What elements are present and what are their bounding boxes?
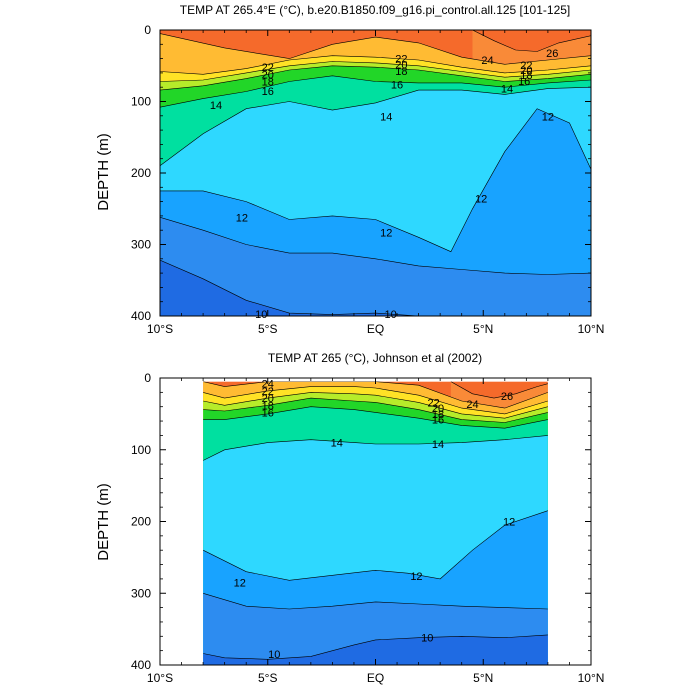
contour-fills xyxy=(203,381,548,665)
x-tick-label: 10°N xyxy=(578,322,605,336)
contour-label: 12 xyxy=(410,571,422,583)
isotherm-16 xyxy=(160,75,591,108)
x-tick-label: EQ xyxy=(367,322,384,336)
contour-label: 20 xyxy=(262,69,274,81)
axes: 10°S 5°S EQ 5°N 10°N 0 100 200 300 400 xyxy=(131,371,604,685)
panel-observations: TEMP AT 265 (°C), Johnson et al (2002) 2… xyxy=(95,351,604,685)
isotherm-18 xyxy=(203,397,548,423)
contour-label: 22 xyxy=(520,60,532,72)
isotherm-26 xyxy=(472,30,591,52)
y-tick-label: 200 xyxy=(131,166,151,180)
contour-label: 10 xyxy=(421,633,433,645)
x-tick-label: 5°S xyxy=(258,322,277,336)
contour-labels: 2220181614121022201816141210242622201816… xyxy=(210,48,558,321)
y-tick-label: 200 xyxy=(131,515,151,529)
contour-label: 18 xyxy=(432,409,444,421)
isotherm-10 xyxy=(203,634,548,660)
contour-label: 12 xyxy=(542,112,554,124)
temp-band-below-11 xyxy=(160,217,591,316)
plot-area: 24222018161412102220181614121210242610°S… xyxy=(131,371,604,685)
contour-label: 16 xyxy=(518,76,530,88)
y-tick-label: 0 xyxy=(144,23,151,37)
contour-label: 24 xyxy=(466,399,478,411)
panel-model: TEMP AT 265.4°E (°C), b.e20.B1850.f09_g1… xyxy=(95,3,604,336)
isotherm-24 xyxy=(160,33,591,65)
contour-label: 16 xyxy=(262,407,274,419)
contour-label: 10 xyxy=(268,649,280,661)
y-tick-label: 100 xyxy=(131,443,151,457)
contour-label: 14 xyxy=(380,112,392,124)
y-tick-label: 300 xyxy=(131,586,151,600)
contour-label: 14 xyxy=(331,438,343,450)
contour-label: 18 xyxy=(262,76,274,88)
x-tick-label: 10°S xyxy=(147,322,173,336)
contour-label: 12 xyxy=(475,194,487,206)
isotherm-12 xyxy=(203,510,548,581)
contour-label: 12 xyxy=(234,577,246,589)
isotherm-24 xyxy=(203,381,548,409)
y-axis-title: DEPTH (m) xyxy=(95,133,112,211)
contour-label: 24 xyxy=(481,55,493,67)
isotherm-20 xyxy=(160,61,591,82)
chart-title: TEMP AT 265 (°C), Johnson et al (2002) xyxy=(268,351,482,365)
isotherm-26 xyxy=(450,381,548,399)
contour-label: 12 xyxy=(503,517,515,529)
isotherm-22 xyxy=(160,55,591,75)
isotherm-14 xyxy=(160,86,591,167)
plot-area: 2220181614121022201816141210242622201816… xyxy=(131,23,604,336)
isotherm-11 xyxy=(203,593,548,610)
x-tick-label: EQ xyxy=(367,671,384,685)
x-tick-label: 10°N xyxy=(578,671,605,685)
temp-band-below-10 xyxy=(160,260,591,316)
contour-label: 18 xyxy=(262,400,274,412)
chart-title: TEMP AT 265.4°E (°C), b.e20.B1850.f09_g1… xyxy=(180,3,571,17)
contour-label: 18 xyxy=(520,70,532,82)
contour-label: 20 xyxy=(395,59,407,71)
contour-label: 12 xyxy=(236,212,248,224)
isotherm-16 xyxy=(203,406,548,429)
temp-band-below-10 xyxy=(203,634,548,665)
contour-label: 16 xyxy=(262,86,274,98)
contour-label: 16 xyxy=(391,79,403,91)
contour-label: 14 xyxy=(432,439,444,451)
y-axis-title: DEPTH (m) xyxy=(95,483,112,561)
contour-fills xyxy=(160,30,591,316)
x-tick-label: 10°S xyxy=(147,671,173,685)
isotherm-11 xyxy=(160,217,591,275)
contour-label: 18 xyxy=(395,66,407,78)
contour-label: 12 xyxy=(380,227,392,239)
contour-label: 14 xyxy=(501,84,513,96)
contour-label: 10 xyxy=(384,309,396,321)
y-tick-label: 400 xyxy=(131,309,151,323)
contour-label: 14 xyxy=(210,100,222,112)
contour-label: 24 xyxy=(262,379,274,391)
axes: 10°S 5°S EQ 5°N 10°N 0 100 200 300 400 xyxy=(131,23,604,336)
x-tick-label: 5°N xyxy=(473,322,493,336)
x-tick-label: 5°S xyxy=(258,671,277,685)
isotherm-12 xyxy=(160,108,591,253)
contour-lines xyxy=(203,381,548,660)
isotherm-20 xyxy=(203,392,548,419)
contour-label: 26 xyxy=(501,391,513,403)
isotherm-18 xyxy=(160,65,591,91)
y-tick-label: 0 xyxy=(144,371,151,385)
x-tick-label: 5°N xyxy=(473,671,493,685)
contour-label: 26 xyxy=(546,48,558,60)
contour-label: 22 xyxy=(262,62,274,74)
y-tick-label: 400 xyxy=(131,658,151,672)
contour-label: 20 xyxy=(262,393,274,405)
contour-label: 16 xyxy=(432,415,444,427)
contour-label: 22 xyxy=(262,386,274,398)
contour-label: 22 xyxy=(395,54,407,66)
y-tick-label: 100 xyxy=(131,95,151,109)
contour-label: 20 xyxy=(432,403,444,415)
isotherm-22 xyxy=(203,386,548,415)
y-tick-label: 300 xyxy=(131,238,151,252)
contour-label: 22 xyxy=(428,397,440,409)
isotherm-14 xyxy=(203,435,548,461)
contour-label: 20 xyxy=(520,65,532,77)
contour-label: 10 xyxy=(255,309,267,321)
